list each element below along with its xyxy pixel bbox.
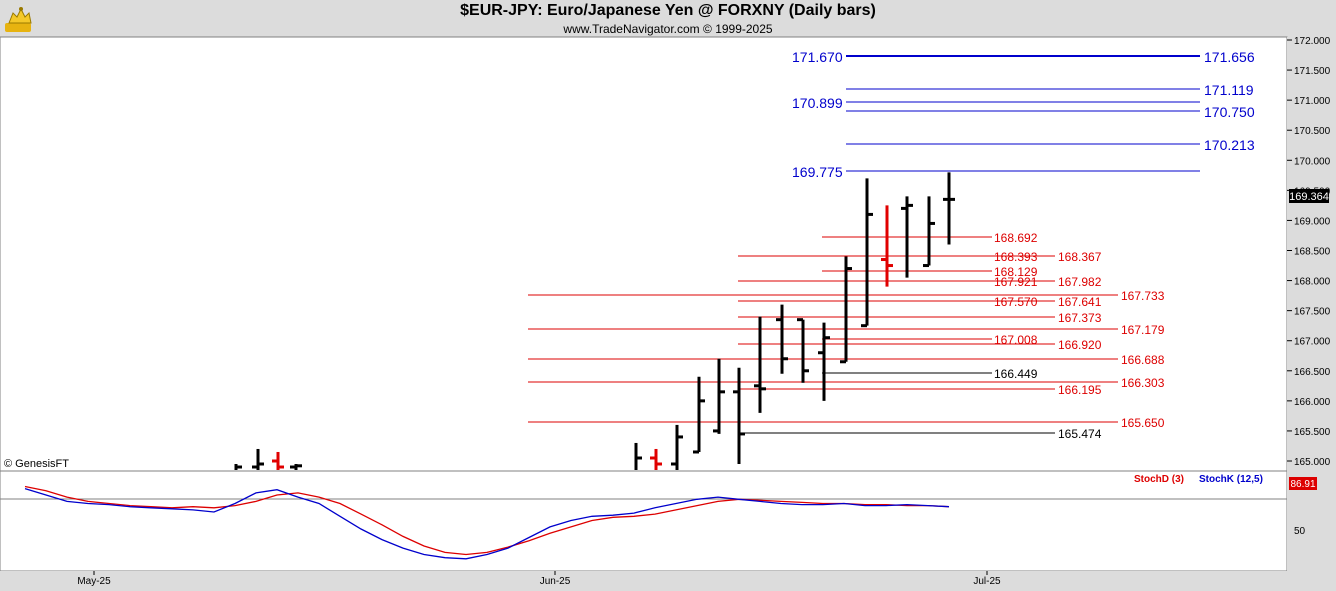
price-bar xyxy=(881,205,893,287)
price-bar xyxy=(943,172,955,245)
date-tick-label: May-25 xyxy=(77,576,111,587)
price-bar xyxy=(234,464,242,470)
price-bar xyxy=(290,464,302,470)
price-tick-label: 171.000 xyxy=(1294,96,1331,107)
chart-subtitle: www.TradeNavigator.com © 1999-2025 xyxy=(563,22,773,36)
red-level-label: 167.982 xyxy=(1058,275,1102,289)
price-bar xyxy=(650,448,662,470)
blue-level-label: 171.119 xyxy=(1204,82,1254,98)
price-bar xyxy=(671,424,683,470)
price-tick-label: 171.500 xyxy=(1294,66,1331,77)
price-bar xyxy=(776,304,788,374)
blue-level-label: 170.750 xyxy=(1204,104,1255,120)
red-level-label: 166.303 xyxy=(1121,376,1165,390)
price-bar xyxy=(923,196,935,268)
price-tick-label: 166.000 xyxy=(1294,397,1331,408)
blue-level-label: 169.775 xyxy=(792,164,843,180)
red-level-label: 167.008 xyxy=(994,333,1038,347)
price-tick-label: 166.500 xyxy=(1294,367,1331,378)
stochd-line xyxy=(24,485,950,556)
price-tick-label: 165.000 xyxy=(1294,457,1331,468)
price-bar xyxy=(713,358,725,434)
red-level-label: 167.921 xyxy=(994,275,1038,289)
price-bar xyxy=(797,318,809,383)
bull-logo-icon xyxy=(5,7,32,32)
blue-level-label: 171.656 xyxy=(1204,49,1255,65)
last-price-label: 169.364 xyxy=(1289,191,1329,203)
price-tick-label: 167.000 xyxy=(1294,337,1331,348)
red-level-label: 168.129 xyxy=(994,265,1038,279)
blue-level-label: 170.899 xyxy=(792,95,843,111)
price-bar xyxy=(733,367,745,465)
price-tick-label: 168.500 xyxy=(1294,247,1331,258)
red-level-label: 166.195 xyxy=(1058,383,1102,397)
stochastic-panel xyxy=(0,470,1288,572)
last-price-marker xyxy=(1289,189,1329,203)
data-credit: © GenesisFT xyxy=(4,458,69,470)
price-axis xyxy=(1287,37,1336,571)
price-panel xyxy=(0,36,1288,472)
date-tick-label: Jul-25 xyxy=(973,576,1001,587)
price-bar xyxy=(840,256,852,364)
red-level-label: 167.733 xyxy=(1121,289,1165,303)
red-level-label: 166.688 xyxy=(1121,353,1165,367)
price-tick-label: 172.000 xyxy=(1294,36,1331,47)
stoch-last-label: 86.91 xyxy=(1290,479,1315,490)
price-tick-label: 167.500 xyxy=(1294,307,1331,318)
price-bar xyxy=(634,442,642,470)
date-axis xyxy=(0,571,1336,591)
blue-level-label: 170.213 xyxy=(1204,137,1255,153)
stochd-legend: StochD (3) xyxy=(1134,474,1184,485)
red-level-label: 167.179 xyxy=(1121,323,1165,337)
price-tick-label: 168.000 xyxy=(1294,277,1331,288)
red-level-label: 168.367 xyxy=(1058,250,1102,264)
stochk-legend: StochK (12,5) xyxy=(1199,474,1263,485)
red-level-label: 166.920 xyxy=(1058,338,1102,352)
stochk-line xyxy=(24,487,950,560)
price-tick-label: 170.500 xyxy=(1294,126,1331,137)
price-bar xyxy=(693,376,705,454)
price-bar xyxy=(861,178,873,328)
red-level-label: 168.692 xyxy=(994,231,1038,245)
price-tick-label: 170.000 xyxy=(1294,156,1331,167)
black-level-label: 166.449 xyxy=(994,367,1038,381)
date-tick-label: Jun-25 xyxy=(540,576,571,587)
chart-header xyxy=(0,0,1336,37)
price-bar xyxy=(754,316,766,413)
chart-title: $EUR-JPY: Euro/Japanese Yen @ FORXNY (Da… xyxy=(460,2,876,19)
red-level-label: 167.641 xyxy=(1058,295,1102,309)
red-level-label: 165.650 xyxy=(1121,416,1165,430)
red-level-label: 167.373 xyxy=(1058,311,1102,325)
price-tick-label: 165.500 xyxy=(1294,427,1331,438)
price-bar xyxy=(272,451,284,470)
red-level-label: 167.570 xyxy=(994,295,1038,309)
price-bar xyxy=(901,196,913,278)
price-bar xyxy=(252,448,264,470)
red-level-label: 168.393 xyxy=(994,250,1038,264)
stoch-tick-label: 50 xyxy=(1294,526,1306,537)
price-tick-label: 169.000 xyxy=(1294,216,1331,227)
stoch-last-marker xyxy=(1289,477,1317,490)
black-level-label: 165.474 xyxy=(1058,427,1102,441)
blue-level-label: 171.670 xyxy=(792,49,843,65)
price-bar xyxy=(818,322,830,401)
